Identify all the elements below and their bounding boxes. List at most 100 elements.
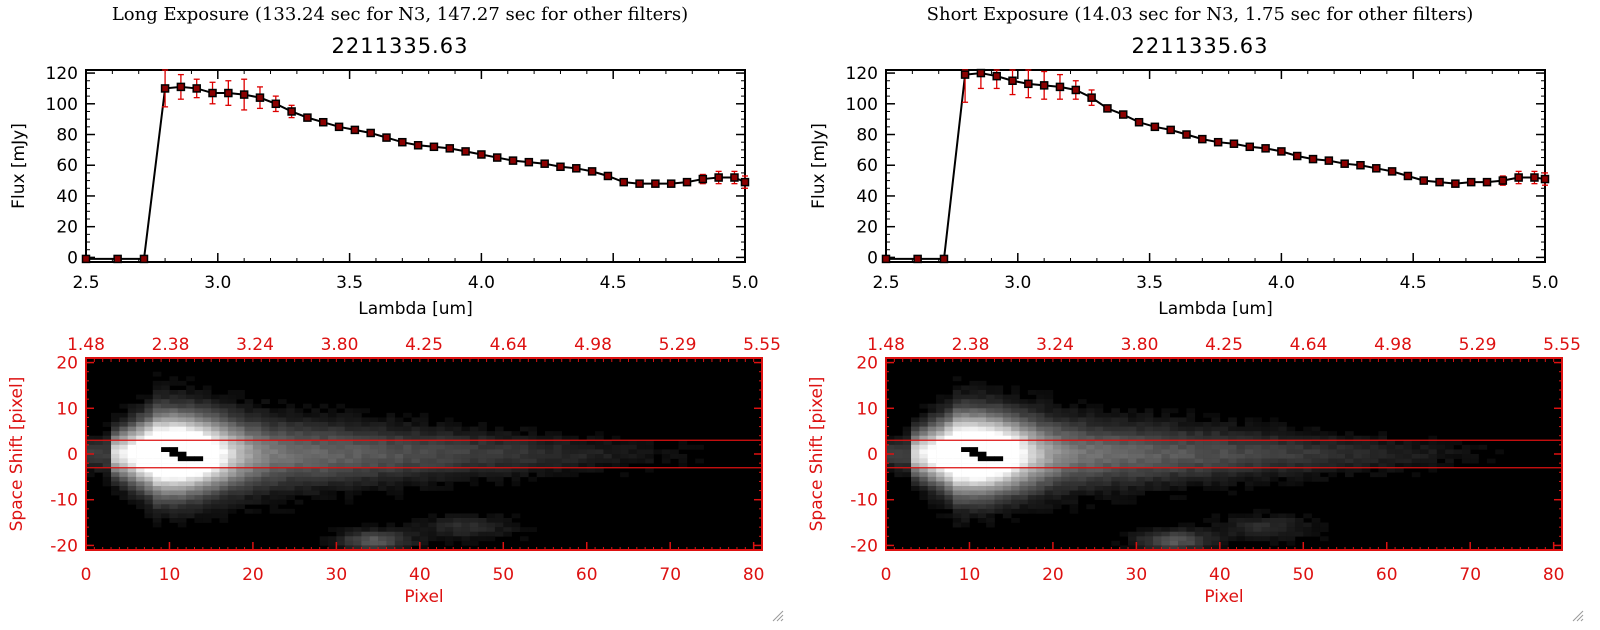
image-pixel [1153, 527, 1162, 533]
image-pixel [1386, 467, 1396, 473]
image-pixel [936, 412, 945, 418]
image-pixel [252, 472, 262, 478]
image-pixel [1094, 417, 1104, 423]
resize-grip-icon[interactable] [772, 610, 784, 622]
image-pixel [1194, 458, 1204, 464]
image-pixel [1027, 422, 1037, 427]
image-pixel [144, 422, 154, 427]
image-pixel [661, 449, 671, 455]
data-point [666, 179, 676, 188]
image-pixel [136, 435, 145, 441]
image-pixel [1102, 449, 1112, 455]
image-pixel [1153, 467, 1162, 473]
image-pixel [1011, 422, 1020, 427]
image-pixel [152, 422, 162, 427]
image-pixel [436, 458, 446, 464]
image-pixel [919, 412, 929, 418]
image-pixel [1395, 467, 1404, 473]
image-pixel [361, 454, 371, 459]
image-pixel [1002, 394, 1012, 400]
image-pixel [919, 481, 929, 487]
image-pixel [1094, 449, 1104, 455]
image-pixel [1294, 476, 1304, 482]
image-pixel [369, 545, 379, 551]
data-point [176, 82, 186, 92]
top-axis-label: 5.55 [1543, 335, 1581, 355]
image-pixel [1303, 426, 1312, 432]
image-pixel [328, 422, 337, 427]
image-pixel [344, 476, 354, 482]
image-pixel [1178, 472, 1187, 478]
x-tick-label: 4.5 [1400, 273, 1427, 293]
image-pixel [1228, 417, 1237, 423]
image-pixel [336, 449, 346, 455]
image-pixel [277, 426, 287, 432]
image-pixel [919, 403, 929, 409]
image-pixel [1036, 495, 1045, 501]
x-tick-label: 10 [959, 565, 981, 585]
image-pixel [1011, 472, 1020, 478]
image-pixel [1269, 467, 1279, 473]
image-pixel [969, 499, 979, 505]
image-pixel [236, 476, 245, 482]
image-pixel [144, 495, 154, 501]
image-pixel [119, 435, 129, 441]
image-pixel [302, 472, 312, 478]
image-pixel [1061, 472, 1070, 478]
image-pixel [227, 454, 237, 459]
image-pixel [1286, 481, 1296, 487]
image-pixel [1294, 440, 1304, 446]
image-pixel [1269, 431, 1279, 437]
image-pixel [286, 426, 295, 432]
image-pixel [986, 463, 995, 469]
image-pixel [1194, 449, 1204, 455]
image-pixel [269, 486, 279, 491]
image-pixel [494, 513, 504, 519]
image-pixel [1086, 412, 1095, 418]
image-pixel [378, 422, 387, 427]
image-pixel [353, 527, 362, 533]
image-pixel [161, 454, 170, 459]
image-pixel [578, 444, 588, 450]
image-pixel [286, 454, 295, 459]
image-pixel [1128, 536, 1137, 542]
image-pixel [144, 444, 154, 450]
image-pixel [1144, 531, 1154, 537]
image-pixel [986, 403, 995, 409]
image-pixel [1019, 408, 1029, 414]
image-pixel [353, 440, 362, 446]
image-pixel [277, 472, 287, 478]
image-pixel [186, 486, 195, 491]
image-pixel [469, 518, 479, 523]
image-pixel [1244, 417, 1254, 423]
image-pixel [461, 444, 471, 450]
image-pixel [344, 454, 354, 459]
resize-grip-icon[interactable] [1572, 610, 1584, 622]
image-pixel [102, 444, 112, 450]
image-pixel [286, 408, 295, 414]
image-pixel [961, 518, 970, 523]
image-pixel [1002, 495, 1012, 501]
data-point [366, 128, 375, 138]
image-pixel [1161, 540, 1171, 546]
image-pixel [511, 476, 521, 482]
image-pixel [1128, 540, 1137, 546]
image-pixel [1111, 422, 1120, 427]
image-pixel [994, 403, 1004, 409]
image-pixel [211, 431, 220, 437]
image-pixel [902, 440, 912, 446]
image-pixel [1002, 476, 1012, 482]
image-pixel [1044, 476, 1054, 482]
image-pixel [1311, 444, 1321, 450]
image-pixel [111, 490, 120, 496]
image-pixel [194, 499, 204, 505]
image-pixel [1119, 417, 1129, 423]
data-point [1540, 174, 1550, 184]
image-pixel [386, 458, 396, 464]
data-point [714, 173, 723, 182]
image-pixel [1153, 444, 1162, 450]
image-pixel [1378, 440, 1388, 446]
image-pixel [269, 467, 279, 473]
image-pixel [1303, 449, 1312, 455]
image-pixel [1219, 422, 1229, 427]
